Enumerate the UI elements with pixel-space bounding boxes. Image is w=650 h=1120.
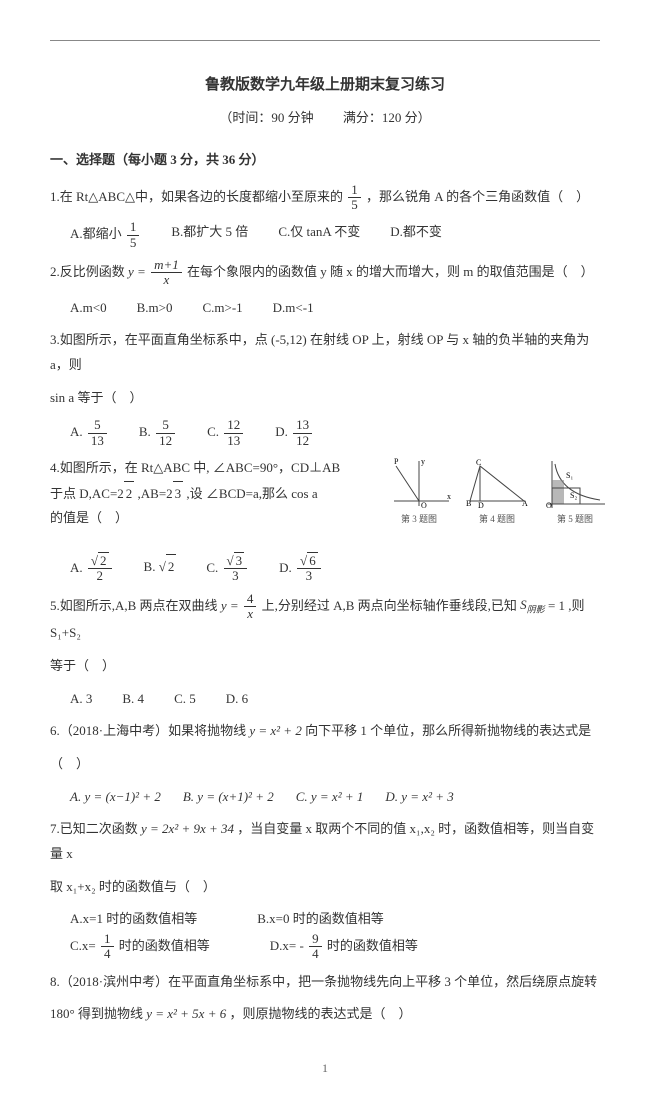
- q2-opt-d: D.m<-1: [273, 296, 314, 321]
- q3-opt-b: B. 512: [139, 418, 177, 448]
- q6-eq: y = x² + 2: [249, 723, 301, 738]
- svg-text:D: D: [478, 501, 484, 510]
- q8-eq: y = x² + 5x + 6: [146, 1006, 226, 1021]
- q2-opt-c: C.m>-1: [202, 296, 242, 321]
- q4-opt-a: A. √22: [70, 554, 114, 584]
- q6-opt-c: C. y = x² + 1: [296, 785, 364, 810]
- svg-text:S₂: S₂: [570, 491, 577, 500]
- q1-frac: 1 5: [348, 183, 361, 213]
- q7-opt-c: C.x= 14 时的函数值相等: [70, 932, 210, 962]
- q4-options: A. √22 B. √2 C. √33 D. √63: [70, 554, 600, 584]
- q5-frac: 4 x: [244, 592, 257, 622]
- q1-options: A.都缩小 1 5 B.都扩大 5 倍 C.仅 tanA 不变 D.都不变: [70, 220, 600, 250]
- q8-stem2: 180° 得到抛物线 y = x² + 5x + 6 ，则原抛物线的表达式是（ …: [50, 1002, 600, 1027]
- q1-opt-c: C.仅 tanA 不变: [278, 220, 360, 250]
- doc-title: 鲁教版数学九年级上册期末复习练习: [50, 71, 600, 100]
- svg-text:B: B: [466, 499, 471, 508]
- q3-stem2: sin a 等于（ ）: [50, 386, 600, 411]
- q1-opt-b: B.都扩大 5 倍: [171, 220, 248, 250]
- q7-opt-d: D.x= - 94 时的函数值相等: [270, 932, 418, 962]
- q6-stem-a: 6.（2018·上海中考）如果将抛物线: [50, 723, 246, 738]
- svg-text:x: x: [447, 492, 451, 501]
- svg-text:C: C: [476, 458, 481, 467]
- q7-stem2: 取 x₁+x₂ 时的函数值与（ ）: [50, 875, 600, 900]
- q4-stem2: 于点 D,AC=22 ,AB=23 ,设 ∠BCD=a,那么 cos a: [50, 481, 360, 507]
- q4-stem3: 的值是（ ）: [50, 506, 360, 531]
- q5-opt-b: B. 4: [122, 687, 144, 712]
- score-label: 满分：120 分）: [343, 110, 431, 125]
- svg-text:O: O: [546, 501, 552, 510]
- svg-text:y: y: [421, 457, 425, 466]
- q3-opt-c: C. 1213: [207, 418, 245, 448]
- svg-text:A: A: [522, 499, 528, 508]
- svg-text:O: O: [421, 501, 427, 510]
- q7-eq: y = 2x² + 9x + 34: [141, 821, 234, 836]
- q2-frac: m+1 x: [151, 258, 182, 288]
- q6-stem-b: 向下平移 1 个单位，那么所得新抛物线的表达式是: [305, 723, 591, 738]
- q2-options: A.m<0 B.m>0 C.m>-1 D.m<-1: [70, 296, 600, 321]
- question-7: 7.已知二次函数 y = 2x² + 9x + 34 ，当自变量 x 取两个不同…: [50, 817, 600, 866]
- q1-stem-b: ，那么锐角 A 的各个三角函数值（ ）: [366, 189, 589, 204]
- q6-opt-b: B. y = (x+1)² + 2: [183, 785, 274, 810]
- q6-stem2: （ ）: [50, 752, 600, 777]
- q5-s: S阴影: [520, 597, 545, 612]
- q2-stem-b: 在每个象限内的函数值 y 随 x 的增大而增大，则 m 的取值范围是（ ）: [187, 264, 594, 279]
- q5-stem-a: 5.如图所示,A,B 两点在双曲线: [50, 597, 218, 612]
- q4-opt-b: B. √2: [144, 554, 177, 584]
- q5-stem2: 等于（ ）: [50, 654, 600, 679]
- time-label: （时间：90 分钟: [219, 110, 313, 125]
- figure-q3: P x y O 第 3 题图: [384, 456, 454, 521]
- q5-y: y =: [221, 597, 239, 612]
- q6-opt-a: A. y = (x−1)² + 2: [70, 785, 161, 810]
- q2-opt-b: B.m>0: [137, 296, 173, 321]
- q4-opt-d: D. √63: [279, 554, 323, 584]
- svg-text:S₁: S₁: [566, 471, 573, 480]
- question-5: 5.如图所示,A,B 两点在双曲线 y = 4 x 上,分别经过 A,B 两点向…: [50, 592, 600, 646]
- q1-stem-a: 1.在 Rt△ABC△中，如果各边的长度都缩小至原来的: [50, 189, 343, 204]
- q8-stem: 8.（2018·滨州中考）在平面直角坐标系中，把一条抛物线先向上平移 3 个单位…: [50, 974, 597, 989]
- q5-options: A. 3 B. 4 C. 5 D. 6: [70, 687, 600, 712]
- q7-options-row2: C.x= 14 时的函数值相等 D.x= - 94 时的函数值相等: [70, 932, 600, 962]
- question-8: 8.（2018·滨州中考）在平面直角坐标系中，把一条抛物线先向上平移 3 个单位…: [50, 970, 600, 995]
- figure-q4: B A C D 第 4 题图: [462, 456, 532, 521]
- question-1: 1.在 Rt△ABC△中，如果各边的长度都缩小至原来的 1 5 ，那么锐角 A …: [50, 183, 600, 213]
- question-6: 6.（2018·上海中考）如果将抛物线 y = x² + 2 向下平移 1 个单…: [50, 719, 600, 744]
- q5-eq1: = 1: [548, 597, 565, 612]
- q6-options: A. y = (x−1)² + 2 B. y = (x+1)² + 2 C. y…: [70, 785, 600, 810]
- svg-text:P: P: [394, 457, 399, 466]
- q2-opt-a: A.m<0: [70, 296, 107, 321]
- q3-stem: 3.如图所示，在平面直角坐标系中，点 (-5,12) 在射线 OP 上，射线 O…: [50, 332, 589, 372]
- header-rule: [50, 40, 600, 41]
- q5-opt-a: A. 3: [70, 687, 92, 712]
- q5-opt-d: D. 6: [226, 687, 248, 712]
- q1-opt-a: A.都缩小 1 5: [70, 220, 141, 250]
- q5-stem-b: 上,分别经过 A,B 两点向坐标轴作垂线段,已知: [262, 597, 517, 612]
- question-3: 3.如图所示，在平面直角坐标系中，点 (-5,12) 在射线 OP 上，射线 O…: [50, 328, 600, 377]
- q7-stem-a: 7.已知二次函数: [50, 821, 138, 836]
- figure-row: P x y O 第 3 题图 B A C D 第 4 题图: [384, 456, 610, 521]
- q3-opt-a: A. 513: [70, 418, 109, 448]
- section-1-heading: 一、选择题（每小题 3 分，共 36 分）: [50, 148, 600, 173]
- doc-subtitle: （时间：90 分钟 满分：120 分）: [50, 106, 600, 131]
- q3-options: A. 513 B. 512 C. 1213 D. 1312: [70, 418, 600, 448]
- q3-opt-d: D. 1312: [275, 418, 314, 448]
- q4-opt-c: C. √33: [206, 554, 249, 584]
- q4-stem1: 4.如图所示，在 Rt△ABC 中, ∠ABC=90°，CD⊥AB: [50, 456, 360, 481]
- page-number: 1: [50, 1057, 600, 1080]
- q2-stem-a: 2.反比例函数: [50, 264, 125, 279]
- q1-opt-d: D.都不变: [390, 220, 442, 250]
- q5-opt-c: C. 5: [174, 687, 196, 712]
- figure-q5: S₁ S₂ O 第 5 题图: [540, 456, 610, 521]
- q6-opt-d: D. y = x² + 3: [385, 785, 453, 810]
- question-2: 2.反比例函数 y = m+1 x 在每个象限内的函数值 y 随 x 的增大而增…: [50, 258, 600, 288]
- question-4: 4.如图所示，在 Rt△ABC 中, ∠ABC=90°，CD⊥AB 于点 D,A…: [50, 456, 600, 546]
- q2-y: y =: [128, 264, 146, 279]
